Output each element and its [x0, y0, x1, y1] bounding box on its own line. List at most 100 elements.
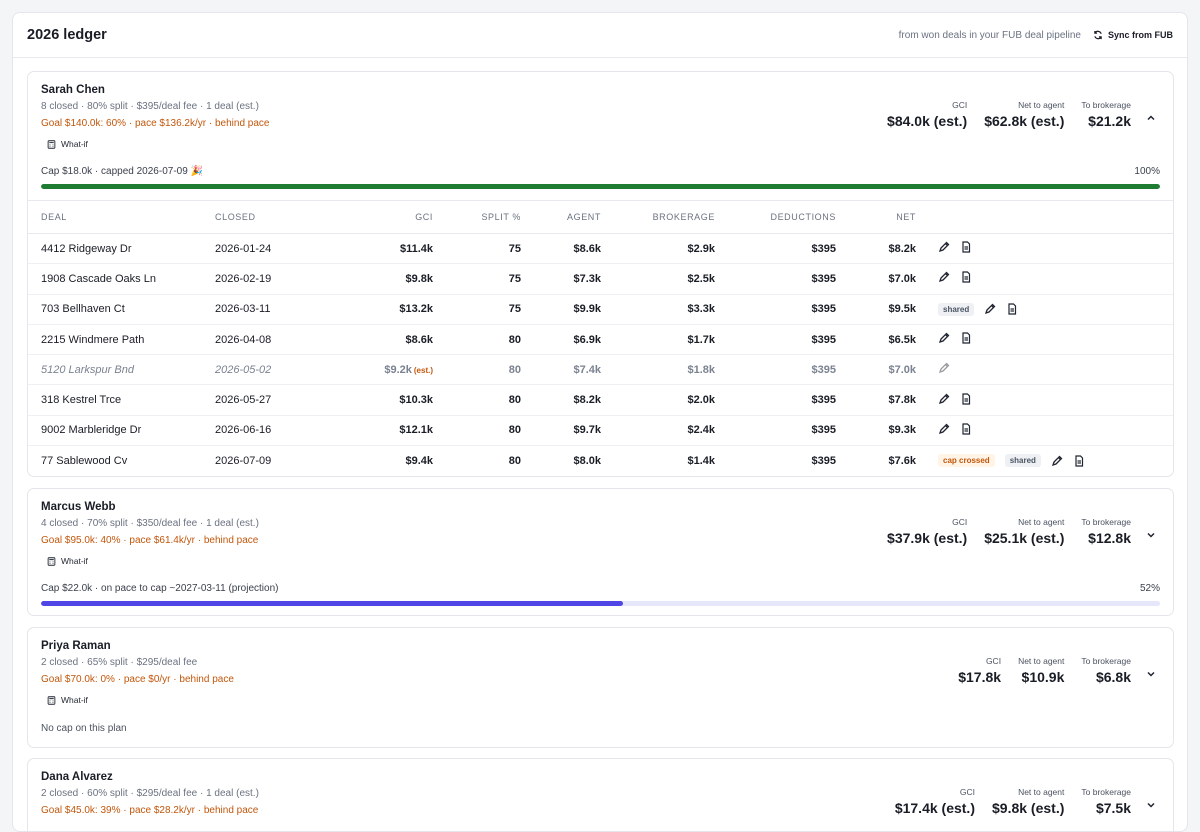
agent-card: Dana Alvarez 2 closed · 60% split · $295… — [27, 758, 1174, 831]
metric-brokerage-value: $6.8k — [1095, 669, 1131, 685]
row-actions — [938, 423, 972, 435]
deal-gci-value: $10.3k — [399, 394, 433, 407]
row-actions — [938, 332, 972, 344]
deal-actions — [916, 354, 1173, 386]
deal-gci: $13.2k — [335, 294, 433, 325]
metric-net-label: Net to agent — [1018, 517, 1065, 527]
col-actions — [916, 200, 1173, 234]
agent-card: Sarah Chen 8 closed · 80% split · $395/d… — [27, 71, 1174, 477]
edit-pencil-icon[interactable] — [938, 271, 950, 283]
deal-closed-date: 2026-02-19 — [215, 263, 335, 295]
edit-pencil-icon[interactable] — [938, 393, 950, 405]
deal-net: $9.3k — [836, 415, 916, 447]
metric-net-label: Net to agent — [1018, 656, 1065, 666]
whatif-button[interactable]: What-if — [47, 695, 88, 705]
metric-brokerage: To brokerage $21.2k — [1081, 100, 1131, 129]
document-icon[interactable] — [960, 241, 972, 253]
deal-brokerage: $2.9k — [601, 233, 715, 265]
document-icon[interactable] — [960, 393, 972, 405]
table-row: 318 Kestrel Trce 2026-05-27 $10.3k 80 $8.2k $… — [28, 384, 1173, 416]
agent-metrics: GCI $84.0k (est.) Net to agent $62.8k (est… — [887, 100, 1131, 129]
edit-pencil-icon[interactable] — [938, 241, 950, 253]
deal-actions: shared — [916, 294, 1173, 325]
whatif-label: What-if — [61, 695, 88, 705]
deal-agent-amount: $7.4k — [521, 354, 601, 386]
metric-brokerage: To brokerage $7.5k — [1081, 787, 1131, 816]
header-note: from won deals in your FUB deal pipeline — [898, 29, 1081, 41]
metric-gci-value: $37.9k (est.) — [887, 530, 968, 546]
deal-split: 80 — [433, 324, 521, 356]
chevron-up-icon[interactable] — [1145, 112, 1157, 124]
document-icon[interactable] — [1073, 455, 1085, 467]
calculator-icon — [47, 556, 56, 566]
deal-deductions: $395 — [715, 415, 836, 447]
whatif-button[interactable]: What-if — [47, 556, 88, 566]
deal-address: 5120 Larkspur Bnd — [28, 354, 215, 386]
edit-pencil-icon[interactable] — [938, 362, 950, 374]
deal-closed-date: 2026-04-08 — [215, 324, 335, 356]
page-title: 2026 ledger — [27, 27, 107, 43]
row-actions — [938, 241, 972, 253]
whatif-label: What-if — [61, 556, 88, 566]
shared-badge: shared — [938, 302, 975, 316]
edit-pencil-icon[interactable] — [938, 332, 950, 344]
metric-brokerage-value: $21.2k — [1088, 113, 1131, 129]
edit-pencil-icon[interactable] — [938, 423, 950, 435]
deal-split: 75 — [433, 263, 521, 295]
agent-meta: 2 closed · 60% split · $295/deal fee · 1… — [41, 788, 259, 799]
cap-progress-fill — [41, 184, 1160, 189]
row-actions — [938, 393, 972, 405]
col-closed: Closed — [215, 200, 335, 234]
agent-metrics: GCI $37.9k (est.) Net to agent $25.1k (est… — [887, 517, 1131, 546]
document-icon[interactable] — [1006, 303, 1018, 315]
chevron-down-icon[interactable] — [1145, 799, 1157, 811]
deal-actions — [916, 384, 1173, 416]
sync-button[interactable]: Sync from FUB — [1093, 30, 1173, 40]
agent-name: Priya Raman — [41, 640, 111, 652]
deal-gci: $12.1k — [335, 415, 433, 447]
whatif-button[interactable]: What-if — [47, 139, 88, 149]
deal-net: $8.2k — [836, 233, 916, 265]
deal-split: 75 — [433, 294, 521, 325]
deal-gci-value: $8.6k — [405, 333, 433, 346]
agent-goal: Goal $45.0k: 39% · pace $28.2k/yr · behi… — [41, 805, 259, 816]
metric-net-label: Net to agent — [1018, 100, 1065, 110]
table-header-row: Deal Closed GCI Split % Agent Brokerage … — [28, 200, 1173, 234]
deal-net: $7.6k — [888, 454, 916, 467]
deal-gci-value: $11.4k — [399, 242, 433, 255]
deal-deductions: $395 — [715, 294, 836, 325]
deal-gci-value: $9.8k — [405, 272, 433, 285]
deal-brokerage: $1.4k — [687, 454, 715, 467]
document-icon[interactable] — [960, 332, 972, 344]
metric-brokerage-label: To brokerage — [1081, 517, 1131, 527]
col-split: Split % — [433, 200, 521, 234]
document-icon[interactable] — [960, 423, 972, 435]
deal-brokerage: $2.4k — [601, 415, 715, 447]
agent-card: Marcus Webb 4 closed · 70% split · $350/… — [27, 488, 1174, 616]
cap-percent: 100% — [1134, 166, 1160, 177]
deal-split: 80 — [508, 454, 521, 467]
edit-pencil-icon[interactable] — [984, 303, 996, 315]
agent-name: Marcus Webb — [41, 501, 116, 513]
metric-gci-label: GCI — [985, 656, 1002, 666]
table-row: 5120 Larkspur Bnd 2026-05-02 $9.2k (est.) 80… — [28, 354, 1173, 386]
deal-agent-amount: $8.2k — [521, 384, 601, 416]
row-actions: shared — [938, 302, 1018, 316]
deal-gci: $8.6k — [335, 324, 433, 356]
deal-address: 2215 Windmere Path — [28, 324, 215, 356]
metric-gci: GCI $17.4k (est.) — [895, 787, 975, 816]
cap-crossed-badge: cap crossed — [938, 454, 995, 468]
deal-brokerage: $1.7k — [601, 324, 715, 356]
deal-actions: cap crossed shared — [916, 446, 1173, 476]
deal-actions — [916, 233, 1173, 265]
chevron-down-icon[interactable] — [1145, 529, 1157, 541]
metric-net-value: $9.8k (est.) — [992, 800, 1065, 816]
agent-name: Dana Alvarez — [41, 771, 113, 783]
chevron-down-icon[interactable] — [1145, 668, 1157, 680]
metric-net: Net to agent $9.8k (est.) — [992, 787, 1064, 816]
col-deductions: Deductions — [715, 200, 836, 234]
edit-pencil-icon[interactable] — [1051, 455, 1063, 467]
document-icon[interactable] — [960, 271, 972, 284]
col-deal: Deal — [28, 200, 215, 234]
metric-brokerage-label: To brokerage — [1081, 656, 1131, 666]
